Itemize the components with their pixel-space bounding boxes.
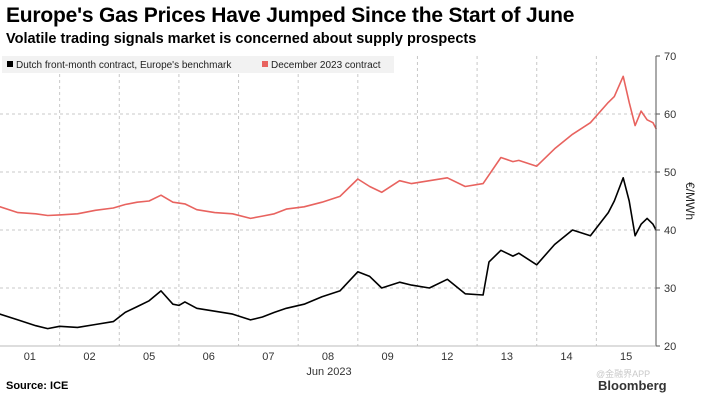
x-tick-label: 06 [203,351,215,363]
y-tick-label: 40 [664,225,676,237]
series-line-benchmark [0,177,657,330]
y-tick-label: 30 [664,283,676,295]
x-tick-label: 12 [441,351,453,363]
legend-swatch-december [262,61,268,67]
y-tick-label: 20 [664,341,676,353]
series-lines [0,75,657,330]
x-tick-label: 08 [322,351,334,363]
series-line-december [0,75,657,220]
x-tick-label: 05 [143,351,155,363]
source-note: Source: ICE [6,380,69,392]
x-tick-label: 15 [620,351,632,363]
brand-logo: Bloomberg [598,378,667,393]
x-tick-label: 13 [501,351,513,363]
y-tick-label: 70 [664,51,676,63]
legend-label-december: December 2023 contract [271,60,381,71]
x-tick-label: 07 [262,351,274,363]
x-tick-label: 02 [83,351,95,363]
y-axis-ticks: 20 30 40 50 60 70 [656,51,676,353]
x-gridlines [59,56,597,346]
y-tick-label: 50 [664,167,676,179]
x-axis-ticks: 01 02 05 06 07 08 09 12 13 14 15 [24,351,633,363]
y-gridlines [0,113,656,289]
x-tick-label: 09 [382,351,394,363]
x-tick-label: 01 [24,351,36,363]
x-tick-label: 14 [560,351,572,363]
y-axis-label: €/MWh [683,182,697,220]
watermark: @金融界APP [596,369,651,379]
x-axis-label: Jun 2023 [306,366,351,378]
legend-swatch-benchmark [7,61,13,67]
y-tick-label: 60 [664,109,676,121]
legend-label-benchmark: Dutch front-month contract, Europe's ben… [16,60,232,71]
legend-background [2,56,394,73]
chart-title: Europe's Gas Prices Have Jumped Since th… [6,4,575,27]
chart-subtitle: Volatile trading signals market is conce… [6,31,477,47]
